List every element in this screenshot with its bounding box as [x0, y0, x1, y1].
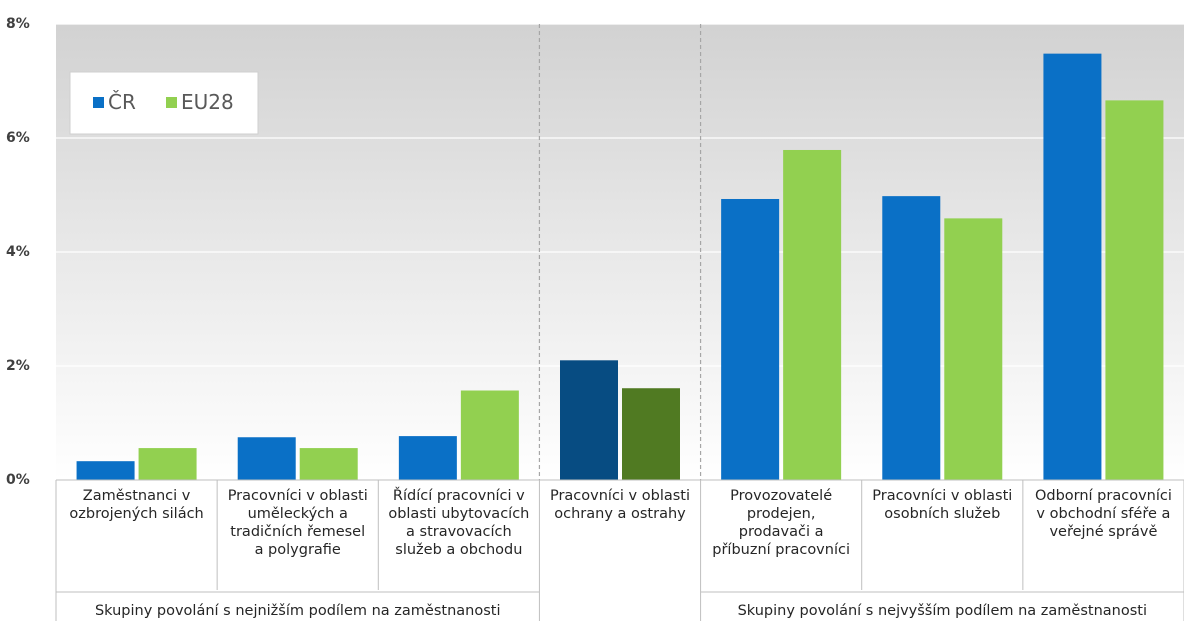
x-axis: Zaměstnanci v ozbrojených silách Pracovníc… — [55, 479, 1184, 621]
category-label-line: prodavači a — [739, 524, 824, 540]
bar-eu28-4 — [783, 149, 842, 480]
category-label: Odborní pracovníci v obchodní sféře a veře… — [1035, 488, 1172, 540]
group-label: Skupiny povolání s nejvyšším podílem na … — [738, 603, 1147, 619]
category-label-line: ozbrojených silách — [69, 506, 203, 522]
category-label-line: Odborní pracovníci — [1035, 488, 1172, 504]
category-label: Provozovatelé prodejen, prodavači a příbuzn… — [712, 488, 850, 558]
y-tick-label: 2% — [6, 358, 30, 374]
category-label-line: uměleckých a — [248, 506, 348, 522]
category-label-line: tradičních řemesel — [230, 524, 365, 540]
bar-eu28-3 — [622, 388, 680, 480]
y-tick-label: 8% — [6, 16, 30, 32]
bar-cr-3 — [560, 360, 618, 480]
legend-swatch-eu28 — [166, 97, 177, 108]
y-tick-label: 6% — [6, 130, 30, 146]
category-label-line: Provozovatelé — [730, 488, 832, 504]
category-label-line: oblasti ubytovacích — [388, 506, 529, 522]
bar-cr-5 — [882, 196, 941, 480]
category-label-line: Řídící pracovníci v — [393, 487, 525, 504]
category-label-line: služeb a obchodu — [395, 542, 522, 558]
y-tick-label: 0% — [6, 472, 30, 488]
category-label-line: Pracovníci v oblasti — [872, 488, 1012, 504]
category-label-line: prodejen, — [747, 506, 816, 522]
bar-cr-0 — [76, 461, 135, 480]
bar-cr-6 — [1043, 53, 1102, 480]
bar-cr-1 — [237, 437, 296, 480]
category-label: Pracovníci v oblasti ochrany a ostrahy — [550, 488, 690, 522]
bar-eu28-1 — [299, 448, 358, 480]
legend-swatch-cr — [93, 97, 104, 108]
category-label-line: Pracovníci v oblasti — [228, 488, 368, 504]
y-axis: 0% 2% 4% 6% 8% — [6, 16, 30, 488]
category-label-line: v obchodní sféře a — [1036, 506, 1170, 522]
bar-cr-4 — [721, 198, 780, 481]
bar-cr-2 — [398, 436, 457, 480]
legend: ČR EU28 — [69, 71, 259, 135]
legend-label-cr: ČR — [108, 90, 136, 114]
bar-eu28-2 — [460, 390, 519, 480]
category-label-line: ochrany a ostrahy — [554, 506, 686, 522]
bar-eu28-6 — [1105, 100, 1164, 480]
legend-label-eu28: EU28 — [181, 90, 234, 114]
category-label: Pracovníci v oblasti uměleckých a tradiční… — [228, 488, 368, 558]
category-label: Pracovníci v oblasti osobních služeb — [872, 488, 1012, 522]
category-label: Zaměstnanci v ozbrojených silách — [69, 488, 203, 522]
category-label: Řídící pracovníci v oblasti ubytovacích a … — [388, 487, 529, 558]
bar-eu28-5 — [944, 218, 1003, 480]
group-label: Skupiny povolání s nejnižším podílem na … — [95, 603, 501, 619]
bar-eu28-0 — [138, 448, 197, 480]
category-label-line: příbuzní pracovníci — [712, 542, 850, 558]
category-label-line: a stravovacích — [406, 524, 512, 540]
category-label-line: osobních služeb — [884, 506, 1000, 522]
category-label-line: veřejné správě — [1049, 524, 1157, 540]
category-label-line: Zaměstnanci v — [83, 488, 191, 504]
category-label-line: a polygrafie — [255, 542, 341, 558]
category-label-line: Pracovníci v oblasti — [550, 488, 690, 504]
y-tick-label: 4% — [6, 244, 30, 260]
bars — [76, 53, 1164, 481]
